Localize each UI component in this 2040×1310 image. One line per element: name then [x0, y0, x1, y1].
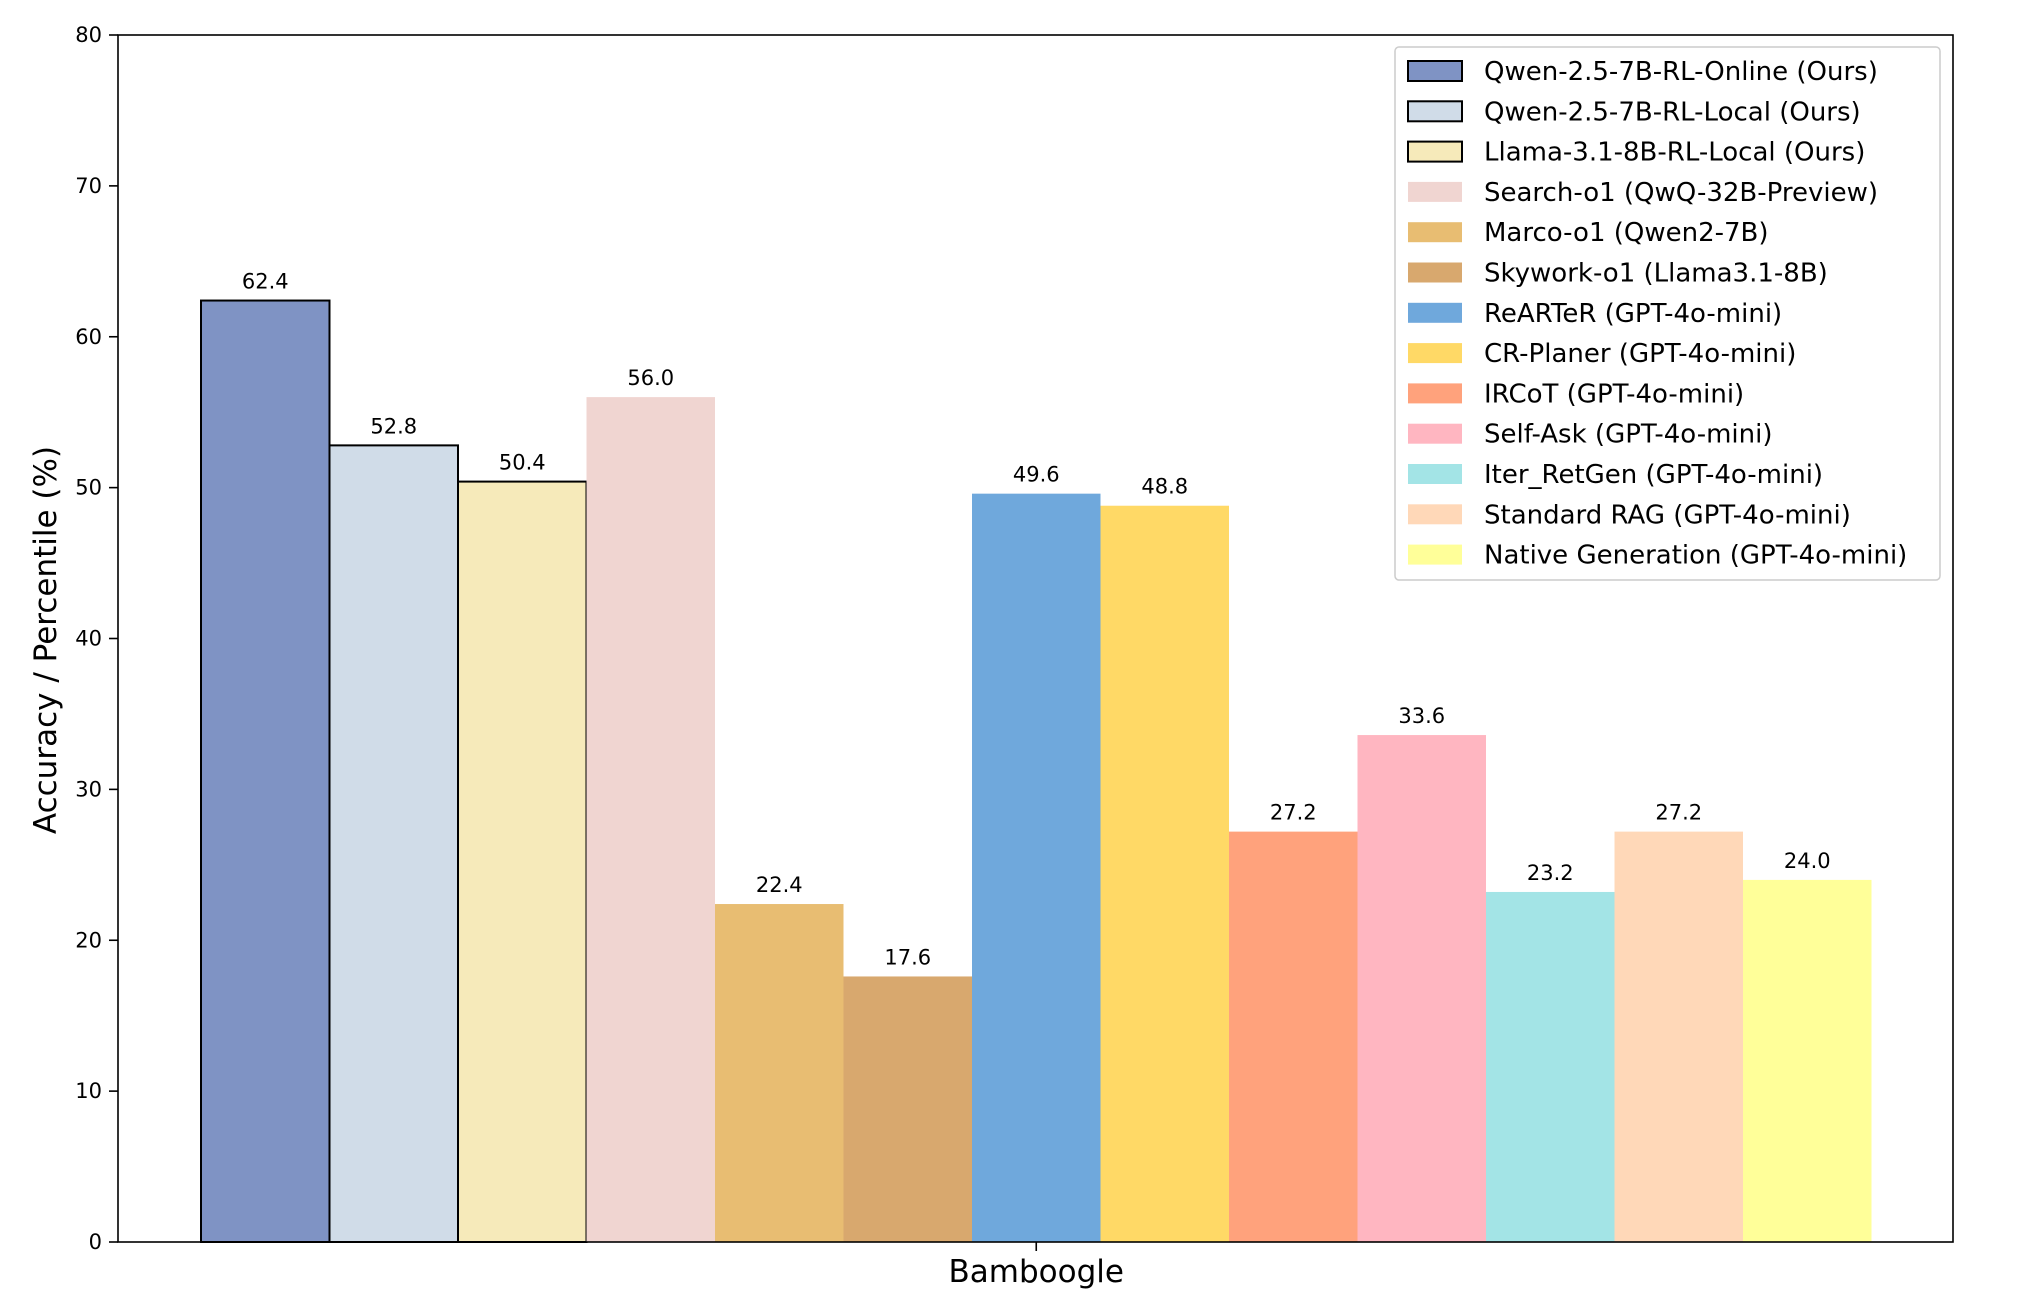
legend-swatch-7	[1408, 343, 1462, 364]
legend-swatch-10	[1408, 464, 1462, 484]
legend-label-4: Marco-o1 (Qwen2-7B)	[1484, 218, 1769, 248]
legend-swatch-1	[1407, 100, 1463, 123]
legend-item-10: Iter_RetGen (GPT-4o-mini)	[1408, 460, 1823, 490]
legend-label-2: Llama-3.1-8B-RL-Local (Ours)	[1484, 138, 1865, 168]
legend-swatch-5	[1408, 262, 1462, 283]
legend-swatch-2	[1407, 140, 1463, 163]
bar-10	[1486, 891, 1615, 1242]
legend-item-9: Self-Ask (GPT-4o-mini)	[1408, 420, 1772, 450]
bar-value-label-6: 49.6	[1013, 463, 1060, 487]
bar-4	[715, 904, 844, 1242]
bar-value-label-5: 17.6	[884, 945, 931, 969]
bar-value-label-8: 27.2	[1270, 801, 1317, 825]
legend-swatch-9	[1408, 423, 1462, 444]
legend-swatch-4	[1408, 222, 1462, 243]
y-tick-label-6: 60	[75, 325, 102, 349]
bar-value-label-11: 27.2	[1655, 801, 1702, 825]
y-tick-label-8: 80	[75, 23, 102, 47]
bar-value-label-10: 23.2	[1527, 861, 1574, 885]
y-tick-label-7: 70	[75, 174, 102, 198]
legend-swatch-8	[1408, 383, 1462, 404]
bar-11	[1614, 831, 1743, 1242]
legend-item-1: Qwen-2.5-7B-RL-Local (Ours)	[1407, 97, 1861, 127]
bar-12	[1743, 879, 1872, 1242]
legend: Qwen-2.5-7B-RL-Online (Ours) Qwen-2.5-7B-…	[1394, 46, 1941, 581]
legend-item-7: CR-Planer (GPT-4o-mini)	[1408, 339, 1796, 369]
y-tick-label-3: 30	[75, 777, 102, 801]
bar-value-label-2: 50.4	[499, 451, 546, 475]
legend-item-6: ReARTeR (GPT-4o-mini)	[1408, 299, 1782, 329]
y-tick-label-0: 0	[89, 1230, 102, 1254]
legend-label-0: Qwen-2.5-7B-RL-Online (Ours)	[1484, 57, 1878, 87]
legend-swatch-11	[1408, 504, 1462, 525]
legend-item-11: Standard RAG (GPT-4o-mini)	[1408, 500, 1851, 530]
legend-swatch-0	[1407, 60, 1463, 82]
legend-swatch-12	[1408, 544, 1462, 565]
bar-8	[1229, 831, 1358, 1242]
y-tick-label-1: 10	[75, 1079, 102, 1103]
legend-item-8: IRCoT (GPT-4o-mini)	[1408, 379, 1744, 409]
bar-7	[1100, 505, 1229, 1243]
y-tick-label-2: 20	[75, 928, 102, 952]
bar-value-label-0: 62.4	[242, 270, 289, 294]
legend-label-8: IRCoT (GPT-4o-mini)	[1484, 379, 1744, 409]
legend-label-5: Skywork-o1 (Llama3.1-8B)	[1484, 259, 1828, 289]
bar-value-label-1: 52.8	[370, 414, 417, 438]
bar-3	[586, 397, 715, 1243]
bar-5	[843, 976, 972, 1242]
legend-label-6: ReARTeR (GPT-4o-mini)	[1484, 299, 1782, 329]
bar-1	[328, 444, 459, 1243]
legend-frame	[1394, 46, 1941, 581]
legend-item-4: Marco-o1 (Qwen2-7B)	[1408, 218, 1769, 248]
bar-value-label-9: 33.6	[1398, 704, 1445, 728]
bar-value-label-3: 56.0	[627, 366, 674, 390]
legend-item-3: Search-o1 (QwQ-32B-Preview)	[1408, 178, 1878, 208]
legend-label-11: Standard RAG (GPT-4o-mini)	[1484, 500, 1851, 530]
legend-item-12: Native Generation (GPT-4o-mini)	[1408, 541, 1907, 571]
legend-label-10: Iter_RetGen (GPT-4o-mini)	[1484, 460, 1823, 490]
bar-value-label-4: 22.4	[756, 873, 803, 897]
bar-6	[972, 493, 1101, 1242]
y-tick-label-5: 50	[75, 476, 102, 500]
bar-2	[457, 480, 588, 1243]
legend-item-2: Llama-3.1-8B-RL-Local (Ours)	[1407, 138, 1865, 168]
legend-swatch-3	[1408, 181, 1462, 202]
legend-label-12: Native Generation (GPT-4o-mini)	[1484, 541, 1907, 571]
y-axis-title: Accuracy / Percentile (%)	[28, 446, 64, 834]
legend-item-5: Skywork-o1 (Llama3.1-8B)	[1408, 259, 1828, 289]
legend-label-7: CR-Planer (GPT-4o-mini)	[1484, 339, 1796, 369]
legend-swatch-6	[1408, 302, 1462, 323]
y-tick-label-4: 40	[75, 627, 102, 651]
bar-9	[1357, 735, 1486, 1242]
x-tick-label-0: Bamboogle	[949, 1254, 1124, 1290]
legend-item-0: Qwen-2.5-7B-RL-Online (Ours)	[1407, 57, 1878, 87]
bar-value-label-12: 24.0	[1784, 849, 1831, 873]
legend-label-9: Self-Ask (GPT-4o-mini)	[1484, 420, 1772, 450]
legend-label-1: Qwen-2.5-7B-RL-Local (Ours)	[1484, 97, 1861, 127]
bar-value-label-7: 48.8	[1141, 475, 1188, 499]
legend-label-3: Search-o1 (QwQ-32B-Preview)	[1484, 178, 1878, 208]
bar-0	[200, 299, 331, 1244]
